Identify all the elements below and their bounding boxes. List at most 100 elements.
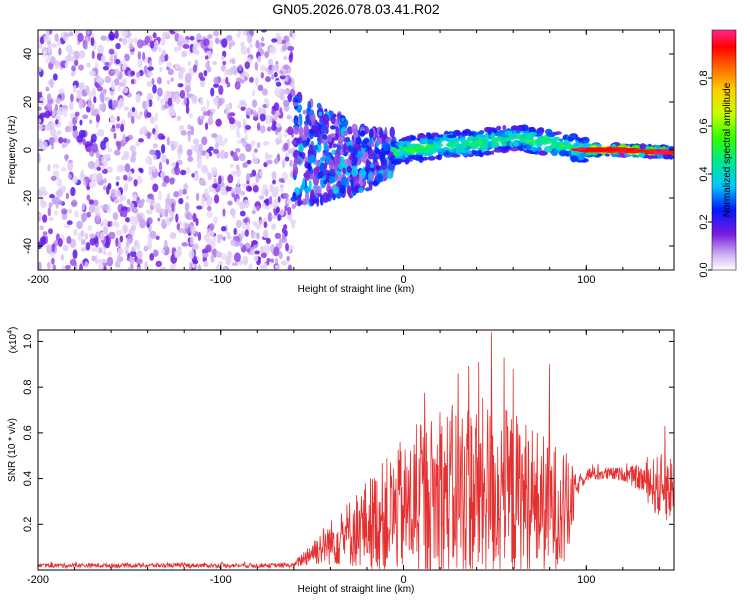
spectrogram-cell: [273, 246, 280, 257]
spectrogram-cell: [204, 55, 209, 60]
snr-y-tick-label: 1.0: [22, 334, 34, 349]
spectrogram-cell: [286, 114, 292, 120]
spectrogram-cell: [314, 185, 322, 194]
spectrogram-cell: [63, 32, 70, 38]
spectrogram-cell: [158, 46, 162, 52]
spectrogram-cell: [50, 175, 57, 181]
spectrogram-cell: [87, 225, 93, 232]
spectrogram-cell: [123, 106, 130, 111]
spectrogram-cell: [178, 197, 184, 205]
spectrogram-cell: [182, 39, 190, 45]
spectrogram-cell: [209, 113, 213, 119]
spectrogram-cell: [113, 132, 117, 140]
spectrogram-cell: [200, 97, 204, 106]
spectrogram-cell: [379, 127, 383, 139]
spectrogram-cell: [205, 122, 209, 131]
spectrogram-cell: [192, 212, 197, 223]
spectrogram-cell: [51, 257, 55, 265]
spectrogram-cell: [189, 35, 195, 41]
spectrogram-cell: [496, 125, 502, 131]
spectrogram-cell: [158, 55, 166, 62]
spectrogram-cell: [287, 264, 293, 270]
spectrogram-cell: [354, 184, 360, 194]
spectrogram-cell: [100, 258, 108, 264]
spectrogram-cell: [213, 194, 220, 204]
spectrogram-cell: [460, 149, 469, 154]
spectrogram-cell: [118, 37, 123, 42]
spectrogram-cell: [39, 225, 44, 231]
spectrogram-cell: [286, 199, 293, 205]
spectrogram-cell: [187, 60, 191, 67]
spectrogram-cell: [64, 154, 68, 162]
spectrogram-cell: [65, 44, 73, 53]
spectrogram-cell: [320, 156, 326, 162]
spectrogram-cell: [270, 258, 274, 263]
spectrogram-cell: [136, 266, 142, 270]
spectrogram-cell: [80, 230, 85, 237]
spectrogram-cell: [275, 206, 280, 213]
spectrogram-cell: [70, 93, 74, 103]
snr-y-multiplier-close: ): [8, 327, 19, 330]
spectrogram-cell: [250, 249, 255, 254]
spectrogram-cell: [80, 247, 87, 252]
spectrogram-cell: [188, 113, 193, 119]
spectrogram-cell: [119, 97, 124, 107]
spectrogram-cell: [427, 153, 433, 157]
spectrogram-cell: [73, 84, 77, 94]
spectrogram-cell: [277, 213, 281, 222]
spectrogram-cell: [342, 143, 347, 154]
spectrogram-cell: [67, 161, 74, 171]
spectrogram-cell: [213, 83, 220, 88]
spectrogram-cell: [206, 210, 213, 218]
spectrogram-cell: [274, 258, 279, 265]
spectrogram-cell: [112, 211, 119, 221]
spectrogram-cell: [305, 191, 310, 202]
spectrogram-cell: [263, 98, 268, 104]
spectrogram-cell: [155, 202, 161, 213]
spectrogram-cell: [119, 235, 124, 243]
spectrogram-y-ticks: -40 -20 0 20 40: [22, 48, 674, 254]
spectrogram-cell: [229, 66, 233, 76]
spectrogram-cell: [265, 160, 273, 165]
spectrogram-cell: [133, 216, 139, 226]
spectrogram-cell: [293, 125, 300, 135]
spectrogram-cell: [461, 140, 471, 146]
spectrogram-cell: [131, 106, 136, 113]
spectrogram-cell: [427, 155, 436, 161]
spectrogram-cell: [256, 122, 261, 131]
spectrogram-cell: [291, 84, 296, 90]
snr-frame: [37, 329, 675, 571]
spectrogram-cell: [105, 234, 110, 245]
spectrogram-cell: [502, 124, 507, 131]
spectrogram-cell: [84, 233, 89, 240]
spectrogram-cell: [215, 264, 220, 270]
spectrogram-cell: [526, 135, 534, 141]
spectrogram-cell: [46, 102, 53, 110]
spectrogram-cell: [478, 130, 484, 135]
spectrogram-cell: [259, 171, 263, 177]
spectrogram-cell: [86, 146, 93, 153]
spectrogram-cell: [228, 117, 235, 125]
spectrogram-cell: [145, 155, 152, 165]
spectrogram-cell: [123, 174, 128, 181]
spectrogram-cell: [122, 224, 129, 234]
spectrogram-cell: [161, 218, 166, 226]
spectrogram-cell: [110, 128, 116, 133]
spectrogram-cell: [191, 94, 198, 103]
spectrogram-cell: [114, 189, 121, 198]
spectrogram-cell: [42, 214, 48, 223]
spectrogram-cell: [273, 71, 278, 78]
spectrogram-cell: [124, 136, 130, 142]
spectrogram-cell: [450, 154, 461, 158]
snr-y-axis-label: SNR (10 * v/v): [7, 418, 18, 482]
spectrogram-cell: [184, 202, 190, 212]
spectrogram-cell: [123, 182, 129, 192]
spectrogram-cell: [225, 256, 232, 266]
spectrogram-cell: [182, 189, 187, 195]
spectrogram-cell: [126, 37, 134, 44]
spectrogram-cell: [88, 70, 96, 77]
spectrogram-cell: [284, 75, 289, 83]
spectrogram-cell: [411, 154, 421, 161]
spectrogram-cell: [292, 101, 298, 107]
